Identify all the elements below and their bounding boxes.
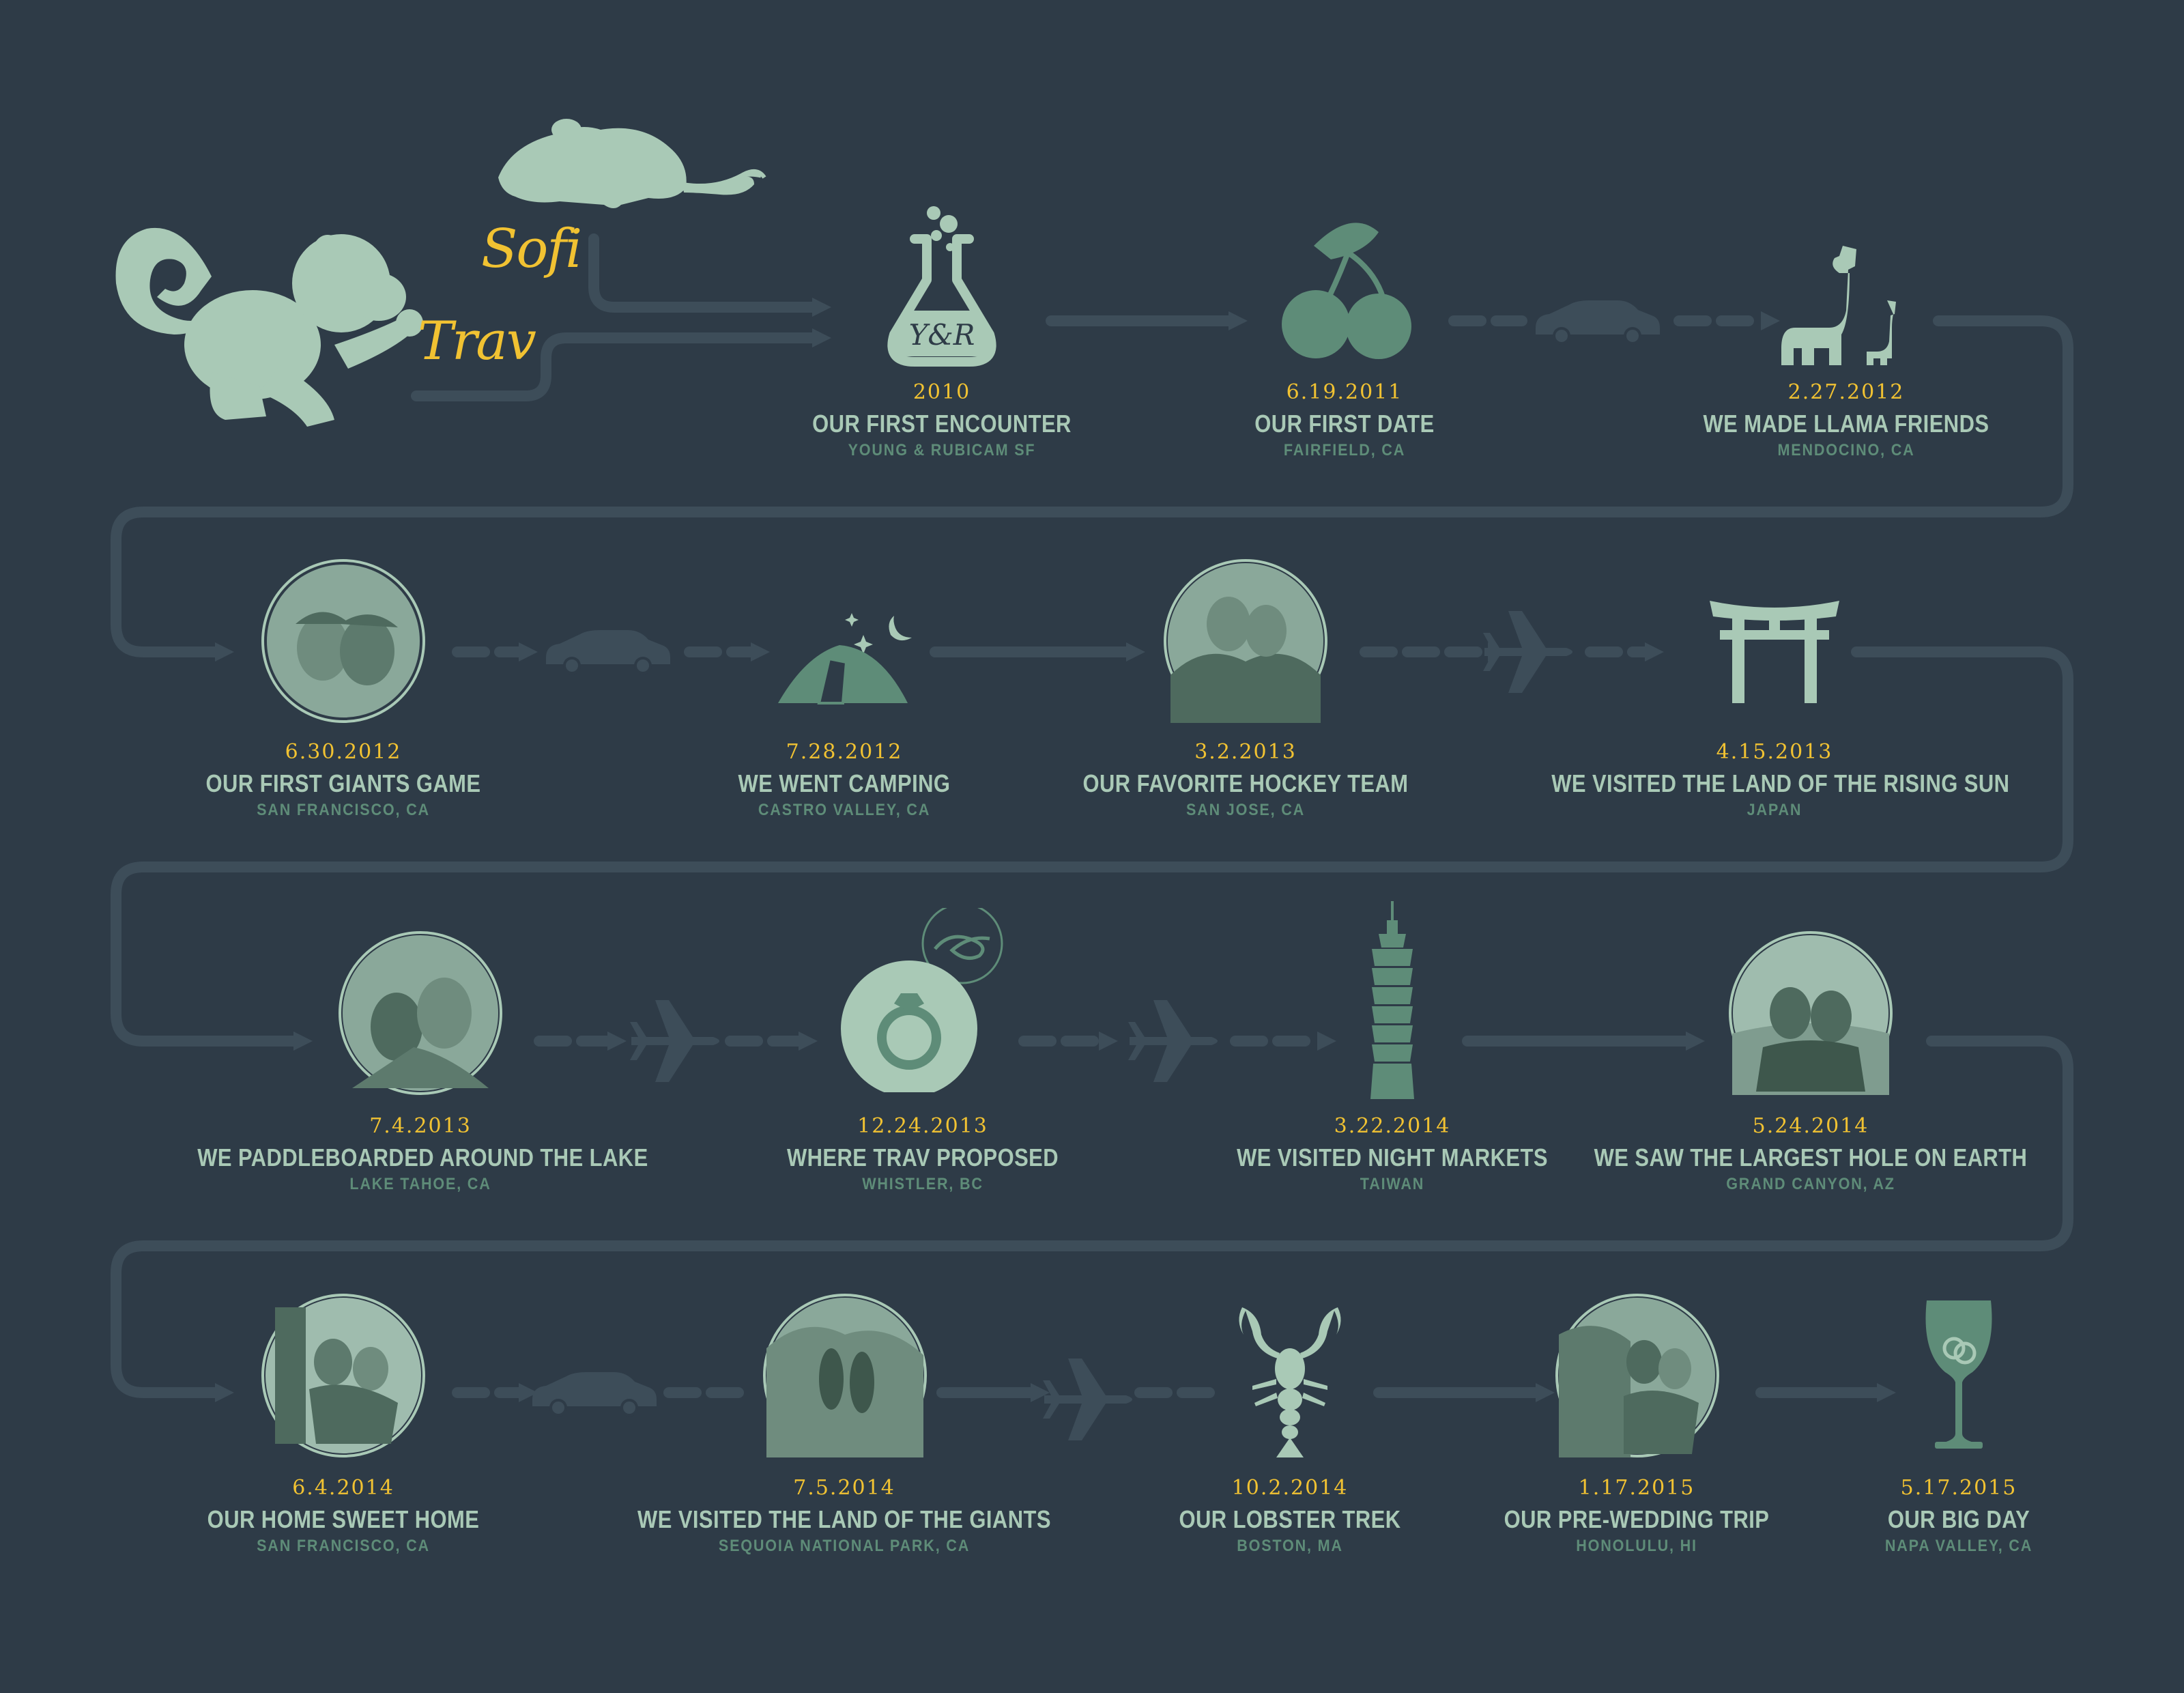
event-home: 6.4.2014 OUR HOME SWEET HOME SAN FRANCIS… xyxy=(84,1473,603,1556)
event-location: CASTRO VALLEY, CA xyxy=(758,801,931,819)
event-date: 2010 xyxy=(913,380,971,404)
event-title: OUR BIG DAY xyxy=(1887,1505,2030,1533)
photo-circle-icon xyxy=(339,931,502,1095)
event-title: OUR FIRST ENCOUNTER xyxy=(812,410,1072,438)
event-giants-game: 6.30.2012 OUR FIRST GIANTS GAME SAN FRAN… xyxy=(84,737,603,821)
event-title: WE MADE LLAMA FRIENDS xyxy=(1703,410,1989,438)
event-location: MENDOCINO, CA xyxy=(1777,441,1915,459)
event-date: 6.4.2014 xyxy=(292,1476,394,1500)
event-title: WE VISITED THE LAND OF THE GIANTS xyxy=(637,1505,1051,1533)
airplane-icon xyxy=(1483,611,1572,693)
airplane-icon xyxy=(1128,1000,1218,1082)
flask-label: Y&R xyxy=(909,318,975,352)
event-hockey-team: 3.2.2013 OUR FAVORITE HOCKEY TEAM SAN JO… xyxy=(986,737,1505,821)
event-land-of-giants: 7.5.2014 WE VISITED THE LAND OF THE GIAN… xyxy=(585,1473,1104,1556)
event-date: 5.24.2014 xyxy=(1752,1114,1869,1138)
event-first-date: 6.19.2011 OUR FIRST DATE FAIRFIELD, CA xyxy=(1085,378,1604,461)
event-date: 6.30.2012 xyxy=(285,740,402,764)
event-first-encounter: 2010 OUR FIRST ENCOUNTER YOUNG & RUBICAM… xyxy=(682,378,1201,461)
event-location: YOUNG & RUBICAM SF xyxy=(848,441,1036,459)
car-icon xyxy=(546,630,670,674)
event-location: LAKE TAHOE, CA xyxy=(349,1175,491,1193)
event-date: 10.2.2014 xyxy=(1231,1476,1349,1500)
flask-icon: Y&R xyxy=(887,206,996,367)
event-date: 3.22.2014 xyxy=(1334,1114,1451,1138)
tent-icon xyxy=(778,613,912,705)
photo-circle-icon xyxy=(261,1294,425,1457)
event-title: WE VISITED NIGHT MARKETS xyxy=(1237,1143,1548,1171)
event-location: WHISTLER, BC xyxy=(862,1175,983,1193)
event-location: HONOLULU, HI xyxy=(1576,1537,1697,1555)
tower-icon xyxy=(1370,901,1414,1099)
lobster-icon xyxy=(1239,1307,1341,1457)
event-lobster-trek: 10.2.2014 OUR LOBSTER TREK BOSTON, MA xyxy=(1031,1473,1549,1556)
photo-circle-icon xyxy=(261,559,425,723)
photo-circle-icon xyxy=(1729,931,1893,1095)
event-title: WE SAW THE LARGEST HOLE ON EARTH xyxy=(1594,1143,2028,1171)
car-icon xyxy=(532,1372,657,1417)
whistler-logo-icon xyxy=(921,908,1003,984)
event-pre-wedding-trip: 1.17.2015 OUR PRE-WEDDING TRIP HONOLULU,… xyxy=(1377,1473,1896,1556)
event-title: WE WENT CAMPING xyxy=(738,769,951,797)
event-title: OUR LOBSTER TREK xyxy=(1179,1505,1401,1533)
event-title: OUR FAVORITE HOCKEY TEAM xyxy=(1082,769,1409,797)
event-llama-friends: 2.27.2012 WE MADE LLAMA FRIENDS MENDOCIN… xyxy=(1587,378,2106,461)
rat-icon xyxy=(498,119,766,208)
photo-circle-icon xyxy=(1164,559,1327,723)
event-title: WE VISITED THE LAND OF THE RISING SUN xyxy=(1551,769,2010,797)
event-rising-sun: 4.15.2013 WE VISITED THE LAND OF THE RIS… xyxy=(1515,737,2034,821)
event-location: SEQUOIA NATIONAL PARK, CA xyxy=(718,1537,971,1555)
event-night-markets: 3.22.2014 WE VISITED NIGHT MARKETS TAIWA… xyxy=(1133,1111,1652,1195)
event-camping: 7.28.2012 WE WENT CAMPING CASTRO VALLEY,… xyxy=(585,737,1104,821)
torii-gate-icon xyxy=(1710,601,1839,703)
event-title: OUR PRE-WEDDING TRIP xyxy=(1504,1505,1770,1533)
event-date: 7.28.2012 xyxy=(786,740,903,764)
event-paddleboarded: 7.4.2013 WE PADDLEBOARDED AROUND THE LAK… xyxy=(161,1111,680,1195)
event-date: 4.15.2013 xyxy=(1716,740,1833,764)
event-title: WHERE TRAV PROPOSED xyxy=(786,1143,1059,1171)
event-date: 7.5.2014 xyxy=(793,1476,895,1500)
airplane-icon xyxy=(630,1000,719,1082)
event-location: TAIWAN xyxy=(1360,1175,1425,1193)
event-location: NAPA VALLEY, CA xyxy=(1884,1537,2033,1555)
event-location: BOSTON, MA xyxy=(1237,1537,1343,1555)
photo-circle-icon xyxy=(1555,1294,1719,1457)
event-location: FAIRFIELD, CA xyxy=(1283,441,1406,459)
event-title: OUR HOME SWEET HOME xyxy=(207,1505,480,1533)
monkey-icon xyxy=(115,227,423,427)
event-title: OUR FIRST GIANTS GAME xyxy=(205,769,481,797)
event-location: JAPAN xyxy=(1747,801,1802,819)
event-date: 7.4.2013 xyxy=(369,1114,472,1138)
event-location: SAN FRANCISCO, CA xyxy=(257,801,430,819)
airplane-icon xyxy=(1043,1358,1132,1440)
wine-glass-icon xyxy=(1925,1300,1992,1449)
event-date: 5.17.2015 xyxy=(1900,1476,2017,1500)
event-location: SAN FRANCISCO, CA xyxy=(257,1537,430,1555)
event-grand-canyon: 5.24.2014 WE SAW THE LARGEST HOLE ON EAR… xyxy=(1551,1111,2070,1195)
event-proposal: 12.24.2013 WHERE TRAV PROPOSED WHISTLER,… xyxy=(663,1111,1182,1195)
ring-icon xyxy=(841,908,1003,1092)
event-date: 2.27.2012 xyxy=(1787,380,1905,404)
event-date: 6.19.2011 xyxy=(1286,380,1403,404)
car-icon xyxy=(1536,300,1660,345)
event-big-day: 5.17.2015 OUR BIG DAY NAPA VALLEY, CA xyxy=(1699,1473,2184,1556)
event-date: 3.2.2013 xyxy=(1194,740,1297,764)
cherries-icon xyxy=(1282,223,1411,359)
event-date: 12.24.2013 xyxy=(857,1114,988,1138)
event-title: WE PADDLEBOARDED AROUND THE LAKE xyxy=(197,1143,648,1171)
event-location: GRAND CANYON, AZ xyxy=(1726,1175,1895,1193)
sofi-name: Sofi xyxy=(481,218,582,280)
event-date: 1.17.2015 xyxy=(1578,1476,1695,1500)
photo-circle-icon xyxy=(763,1294,927,1457)
event-location: SAN JOSE, CA xyxy=(1186,801,1306,819)
llama-icon xyxy=(1781,246,1896,365)
trav-name: Trav xyxy=(418,311,536,372)
event-title: OUR FIRST DATE xyxy=(1254,410,1435,438)
